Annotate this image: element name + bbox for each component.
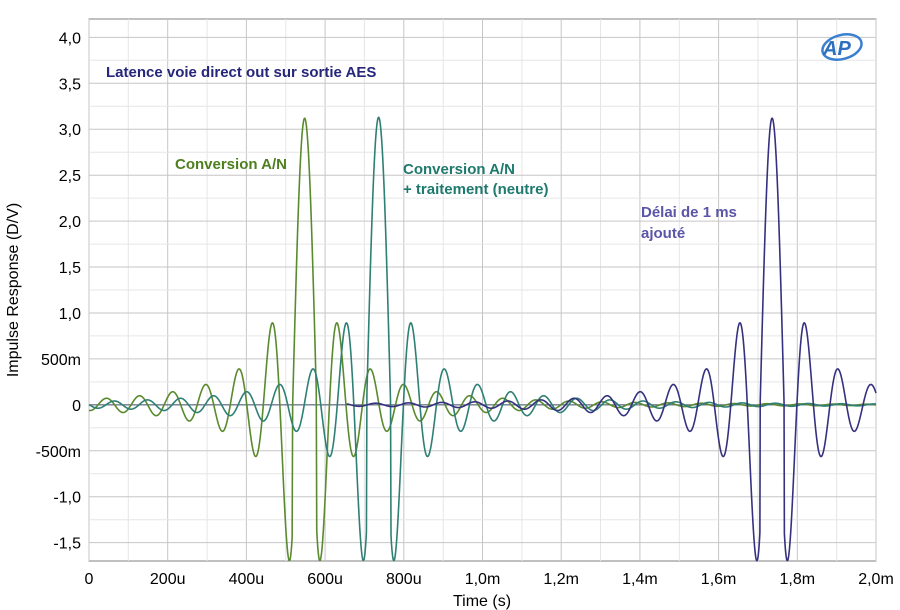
y-tick-label: 3,0 xyxy=(59,122,81,139)
x-tick-label: 2,0m xyxy=(858,571,894,588)
y-tick-label: 3,5 xyxy=(59,76,81,93)
x-tick-label: 800u xyxy=(386,571,422,588)
x-tick-labels: 0 200u 400u 600u 800u 1,0m 1,2m 1,4m 1,6m 1,8m 2,0… xyxy=(85,571,894,588)
annotation-conversion-traitement-line1: Conversion A/N xyxy=(403,161,515,178)
y-tick-labels: 4,0 3,5 3,0 2,5 2,0 1,5 1,0 500m 0 -500m -1,0 -1,5 xyxy=(36,30,81,552)
annotation-conversion-an: Conversion A/N xyxy=(175,156,287,173)
series-line-3 xyxy=(346,117,877,562)
x-tick-label: 0 xyxy=(85,571,94,588)
series-line-1 xyxy=(88,117,877,562)
y-tick-label: -1,5 xyxy=(53,536,81,553)
x-axis-label: Time (s) xyxy=(453,593,511,610)
annotation-conversion-traitement-line2: + traitement (neutre) xyxy=(403,181,548,198)
annotation-delai-line1: Délai de 1 ms xyxy=(641,204,737,221)
y-tick-label: 0 xyxy=(72,398,81,415)
svg-text:AP: AP xyxy=(822,38,851,60)
x-tick-label: 600u xyxy=(307,571,343,588)
x-tick-label: 1,2m xyxy=(543,571,579,588)
y-tick-label: -500m xyxy=(36,444,81,461)
chart-title: Latence voie direct out sur sortie AES xyxy=(106,64,376,81)
x-tick-label: 400u xyxy=(229,571,265,588)
y-tick-label: 2,5 xyxy=(59,168,81,185)
y-tick-label: 1,0 xyxy=(59,306,81,323)
x-tick-label: 200u xyxy=(150,571,186,588)
series-line-2 xyxy=(88,116,877,562)
y-tick-label: 4,0 xyxy=(59,30,81,47)
x-tick-label: 1,8m xyxy=(780,571,816,588)
y-axis-label: Impulse Response (D/V) xyxy=(5,203,22,377)
x-tick-label: 1,6m xyxy=(701,571,737,588)
series-layer xyxy=(88,116,877,562)
y-tick-label: -1,0 xyxy=(53,490,81,507)
y-tick-label: 1,5 xyxy=(59,260,81,277)
y-tick-label: 2,0 xyxy=(59,214,81,231)
annotation-delai-line2: ajouté xyxy=(641,225,685,242)
x-tick-label: 1,4m xyxy=(622,571,658,588)
ap-logo: AP xyxy=(821,33,863,61)
y-tick-label: 500m xyxy=(41,352,81,369)
x-tick-label: 1,0m xyxy=(465,571,501,588)
grid xyxy=(88,19,877,561)
